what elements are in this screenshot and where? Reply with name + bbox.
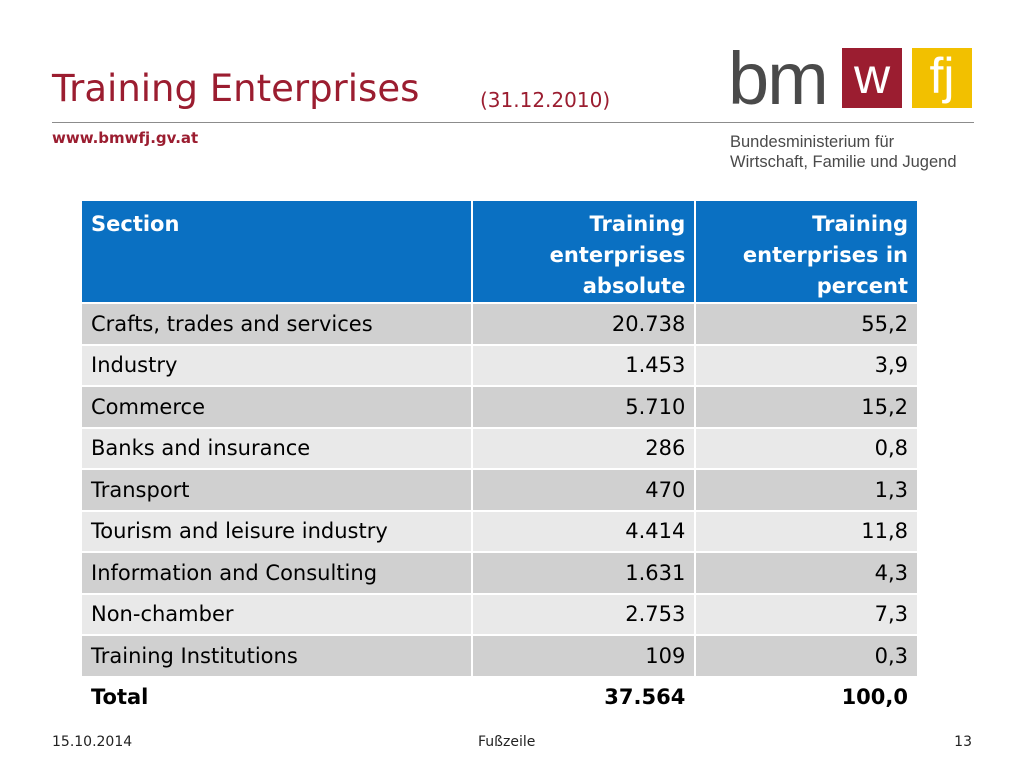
footer-text: Fußzeile	[478, 734, 536, 750]
cell-percent: 1,3	[694, 468, 919, 512]
website-url: www.bmwfj.gv.at	[52, 129, 199, 147]
footer-date: 15.10.2014	[52, 734, 133, 750]
cell-percent: 15,2	[694, 385, 919, 429]
cell-section: Tourism and leisure industry	[80, 509, 473, 553]
table-header-row: Section Training enterprises absolute Tr…	[80, 199, 919, 304]
table-row: Crafts, trades and services 20.738 55,2	[80, 302, 919, 346]
table-row: Training Institutions 109 0,3	[80, 634, 919, 678]
slide-title-date: (31.12.2010)	[480, 88, 611, 112]
total-label: Total	[80, 675, 473, 719]
cell-percent: 0,3	[694, 634, 919, 678]
table-row: Information and Consulting 1.631 4,3	[80, 551, 919, 595]
logo-ministry-line1: Bundesministerium für	[730, 133, 895, 151]
bmwfj-logo: bm w fj Bundesministerium für Wirtschaft…	[728, 42, 974, 174]
table-row: Banks and insurance 286 0,8	[80, 426, 919, 470]
cell-absolute: 4.414	[470, 509, 697, 553]
table-total-row: Total 37.564 100,0	[80, 675, 919, 719]
slide-title: Training Enterprises	[52, 67, 420, 110]
cell-percent: 55,2	[694, 302, 919, 346]
title-divider	[52, 122, 974, 123]
table-row: Industry 1.453 3,9	[80, 343, 919, 387]
cell-percent: 4,3	[694, 551, 919, 595]
cell-section: Non-chamber	[80, 592, 473, 636]
header-section: Section	[80, 199, 473, 304]
table-row: Commerce 5.710 15,2	[80, 385, 919, 429]
logo-fj-box: fj	[912, 48, 972, 108]
cell-section: Banks and insurance	[80, 426, 473, 470]
cell-absolute: 5.710	[470, 385, 697, 429]
cell-section: Transport	[80, 468, 473, 512]
table-row: Transport 470 1,3	[80, 468, 919, 512]
cell-absolute: 470	[470, 468, 697, 512]
header-absolute: Training enterprises absolute	[470, 199, 697, 304]
cell-section: Training Institutions	[80, 634, 473, 678]
logo-w-box: w	[842, 48, 902, 108]
cell-section: Crafts, trades and services	[80, 302, 473, 346]
cell-absolute: 1.631	[470, 551, 697, 595]
cell-absolute: 109	[470, 634, 697, 678]
logo-bm-text: bm	[728, 37, 829, 120]
cell-absolute: 1.453	[470, 343, 697, 387]
cell-absolute: 2.753	[470, 592, 697, 636]
cell-absolute: 20.738	[470, 302, 697, 346]
cell-section: Industry	[80, 343, 473, 387]
cell-percent: 7,3	[694, 592, 919, 636]
cell-percent: 11,8	[694, 509, 919, 553]
training-enterprises-table: Section Training enterprises absolute Tr…	[80, 199, 919, 719]
total-percent: 100,0	[694, 675, 919, 719]
header-percent: Training enterprises in percent	[694, 199, 919, 304]
total-absolute: 37.564	[470, 675, 697, 719]
cell-section: Information and Consulting	[80, 551, 473, 595]
logo-ministry-line2: Wirtschaft, Familie und Jugend	[730, 153, 957, 171]
table-row: Non-chamber 2.753 7,3	[80, 592, 919, 636]
cell-absolute: 286	[470, 426, 697, 470]
page-number: 13	[954, 734, 972, 750]
cell-section: Commerce	[80, 385, 473, 429]
table-row: Tourism and leisure industry 4.414 11,8	[80, 509, 919, 553]
cell-percent: 3,9	[694, 343, 919, 387]
cell-percent: 0,8	[694, 426, 919, 470]
